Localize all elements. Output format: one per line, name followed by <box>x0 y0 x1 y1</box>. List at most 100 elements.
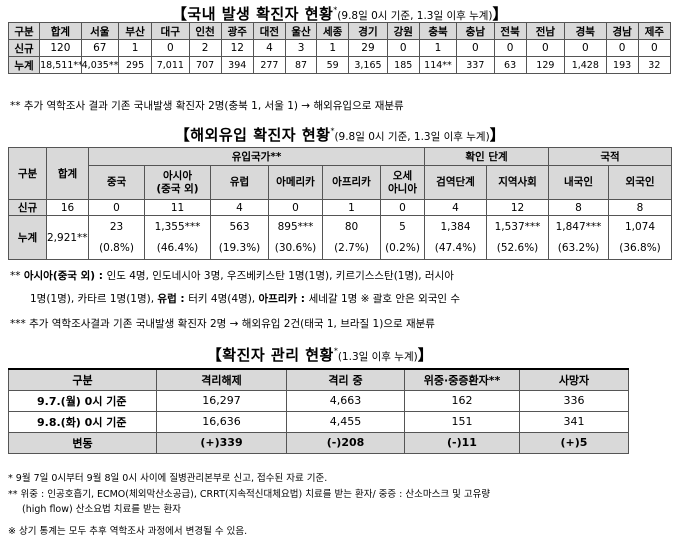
imported-subheader-cell: 유럽 <box>210 165 269 200</box>
imported-subheader-cell: 지역사회 <box>485 165 550 200</box>
imported-cumulative-row: 누계 2,921*** 23 1,355*** 563 895*** 80 5 1,384 1,5… <box>8 215 673 260</box>
management-cell: (+)339 <box>156 431 287 454</box>
domestic-header-cell: 인천 <box>188 22 222 40</box>
domestic-cell: 18,511** <box>39 56 82 74</box>
imported-cum-label: 누계 <box>8 215 47 260</box>
imported-cum-cell: 1,384 <box>424 215 487 238</box>
imported-new-cell: 8 <box>608 199 673 216</box>
imported-cum-cell: 895*** <box>268 215 323 238</box>
management-cell: 4,455 <box>286 410 405 433</box>
domestic-cell: 3,165 <box>348 56 388 74</box>
management-title-end: 】 <box>417 346 434 364</box>
domestic-header-cell: 제주 <box>637 22 672 40</box>
domestic-row-label: 신규 <box>7 39 41 57</box>
imported-pct-cell: (52.6%) <box>485 237 550 260</box>
domestic-header-cell: 울산 <box>284 22 318 40</box>
imported-note-2-text-e: 세네갈 1명 ※ 괄호 안은 외국인 수 <box>308 293 461 305</box>
management-cell: 4,663 <box>286 389 405 412</box>
imported-group-origin: 유입국가** <box>88 147 425 166</box>
domestic-cell: 12 <box>220 39 254 57</box>
management-cell: 151 <box>404 410 520 433</box>
imported-pct-cell: (63.2%) <box>548 237 610 260</box>
management-row-label: 변동 <box>8 431 157 454</box>
imported-percent-row: (0.8%) (46.4%) (19.3%) (30.6%) (2.7%) (0.2%)(… <box>9 237 673 260</box>
imported-cum-cell: 1,847*** <box>548 215 610 238</box>
domestic-cell: 185 <box>386 56 420 74</box>
imported-pct-cell: (2.7%) <box>322 237 381 260</box>
management-footnote-1: * 9월 7일 0시부터 9월 8일 0시 사이에 질병관리본부로 신고, 접수… <box>8 473 328 484</box>
domestic-cell: 114** <box>418 56 458 74</box>
domestic-cell: 29 <box>348 39 388 57</box>
imported-subheader-row: 중국 아시아 (중국 외) 유럽 아메리카 아프리카 오세 아니아 검역단계 지역사회 내국인 외… <box>9 165 673 200</box>
management-row-sep8: 9.8.(화) 0시 기준 16,636 4,455 151 341 <box>8 410 629 433</box>
imported-cum-cell: 1,355*** <box>144 215 211 238</box>
imported-note-2-text-c: 터키 4명(4명), <box>188 293 259 305</box>
domestic-cell: 0 <box>637 39 672 57</box>
domestic-cell: 120 <box>39 39 82 57</box>
domestic-title-subtitle: (9.8일 0시 기준, 1.3일 이후 누계) <box>337 10 493 22</box>
domestic-cell: 394 <box>220 56 254 74</box>
imported-pct-cell: (0.8%) <box>88 237 145 260</box>
management-cell: 16,636 <box>156 410 287 433</box>
management-title-mark: * <box>333 346 338 356</box>
domestic-cell: 129 <box>525 56 566 74</box>
domestic-footnote: ** 추가 역학조사 결과 기존 국내발생 확진자 2명(충북 1, 서울 1)… <box>10 100 404 112</box>
imported-subheader-cell: 아시아 (중국 외) <box>144 165 211 200</box>
domestic-cell: 63 <box>493 56 527 74</box>
domestic-cell: 0 <box>386 39 420 57</box>
domestic-cell: 0 <box>564 39 607 57</box>
domestic-header-cell: 세종 <box>316 22 350 40</box>
domestic-header-cell: 충남 <box>456 22 495 40</box>
management-title: 【확진자 관리 현황*(1.3일 이후 누계)】 <box>0 344 660 365</box>
imported-cum-cell: 23 <box>88 215 145 238</box>
imported-subheader-cell: 검역단계 <box>424 165 487 200</box>
management-header-cell: 구분 <box>8 368 157 391</box>
domestic-cell: 4,035** <box>80 56 119 74</box>
imported-cum-cell: 1,537*** <box>485 215 550 238</box>
domestic-cell: 0 <box>493 39 527 57</box>
imported-subheader-cell: 아메리카 <box>268 165 323 200</box>
imported-new-cell: 4 <box>424 199 487 216</box>
imported-subheader-cell: 중국 <box>88 165 145 200</box>
domestic-header-cell: 경남 <box>605 22 639 40</box>
domestic-cell: 87 <box>284 56 318 74</box>
domestic-cell: 337 <box>456 56 495 74</box>
domestic-header-cell: 경기 <box>348 22 388 40</box>
imported-cum-cell: 5 <box>380 215 425 238</box>
domestic-cumulative-row: 누계 18,511** 4,035** 295 7,011 707 394 277 87 59 3,… <box>7 56 672 74</box>
imported-new-cell: 0 <box>380 199 425 216</box>
management-title-subtitle: (1.3일 이후 누계) <box>337 351 418 363</box>
imported-note-2-text-a: 1명(1명), 카타르 1명(1명), <box>30 293 158 305</box>
imported-cases-table: 구분 합계 유입국가** 확인 단계 국적 중국 아시아 (중국 외) 유럽 아메리카… <box>8 147 673 260</box>
domestic-header-cell: 서울 <box>80 22 119 40</box>
management-footnote-4: ※ 상기 통계는 모두 추후 역학조사 과정에서 변경될 수 있음. <box>8 526 248 537</box>
imported-subheader-cell: 아프리카 <box>322 165 381 200</box>
management-cell: (-)11 <box>404 431 520 454</box>
imported-col-total: 합계 <box>46 147 89 200</box>
domestic-cell: 4 <box>252 39 286 57</box>
domestic-header-cell: 부산 <box>117 22 153 40</box>
management-cell: 336 <box>519 389 629 412</box>
imported-new-cell: 4 <box>210 199 269 216</box>
imported-cum-cell: 80 <box>322 215 381 238</box>
domestic-cell: 295 <box>117 56 153 74</box>
imported-title-end: 】 <box>489 126 506 144</box>
imported-note-2-europe: 유럽 : <box>157 293 189 305</box>
management-row-label: 9.7.(월) 0시 기준 <box>8 389 157 412</box>
imported-new-row: 신규 16 0 11 4 0 1 0 4 12 8 8 <box>8 199 673 216</box>
imported-note-1-bold: 아시아(중국 외) : <box>23 270 107 282</box>
imported-group-stage: 확인 단계 <box>423 147 550 166</box>
imported-new-cell: 12 <box>485 199 550 216</box>
domestic-header-cell: 충북 <box>418 22 458 40</box>
imported-new-label: 신규 <box>8 199 47 216</box>
imported-group-nation: 국적 <box>548 147 673 166</box>
domestic-cell: 0 <box>525 39 566 57</box>
management-header-row: 구분 격리해제 격리 중 위중·중증환자** 사망자 <box>8 368 629 391</box>
imported-note-2: 1명(1명), 카타르 1명(1명), 유럽 : 터키 4명(4명), 아프리카… <box>30 291 460 306</box>
management-header-cell: 위중·중증환자** <box>404 368 520 391</box>
imported-group-header-row: 구분 합계 유입국가** 확인 단계 국적 <box>8 147 673 200</box>
domestic-header-cell: 대전 <box>252 22 286 40</box>
domestic-header-cell: 경북 <box>564 22 607 40</box>
domestic-cases-title: 【국내 발생 확진자 현황*(9.8일 0시 기준, 1.3일 이후 누계)】 <box>0 3 680 24</box>
domestic-cell: 2 <box>188 39 222 57</box>
